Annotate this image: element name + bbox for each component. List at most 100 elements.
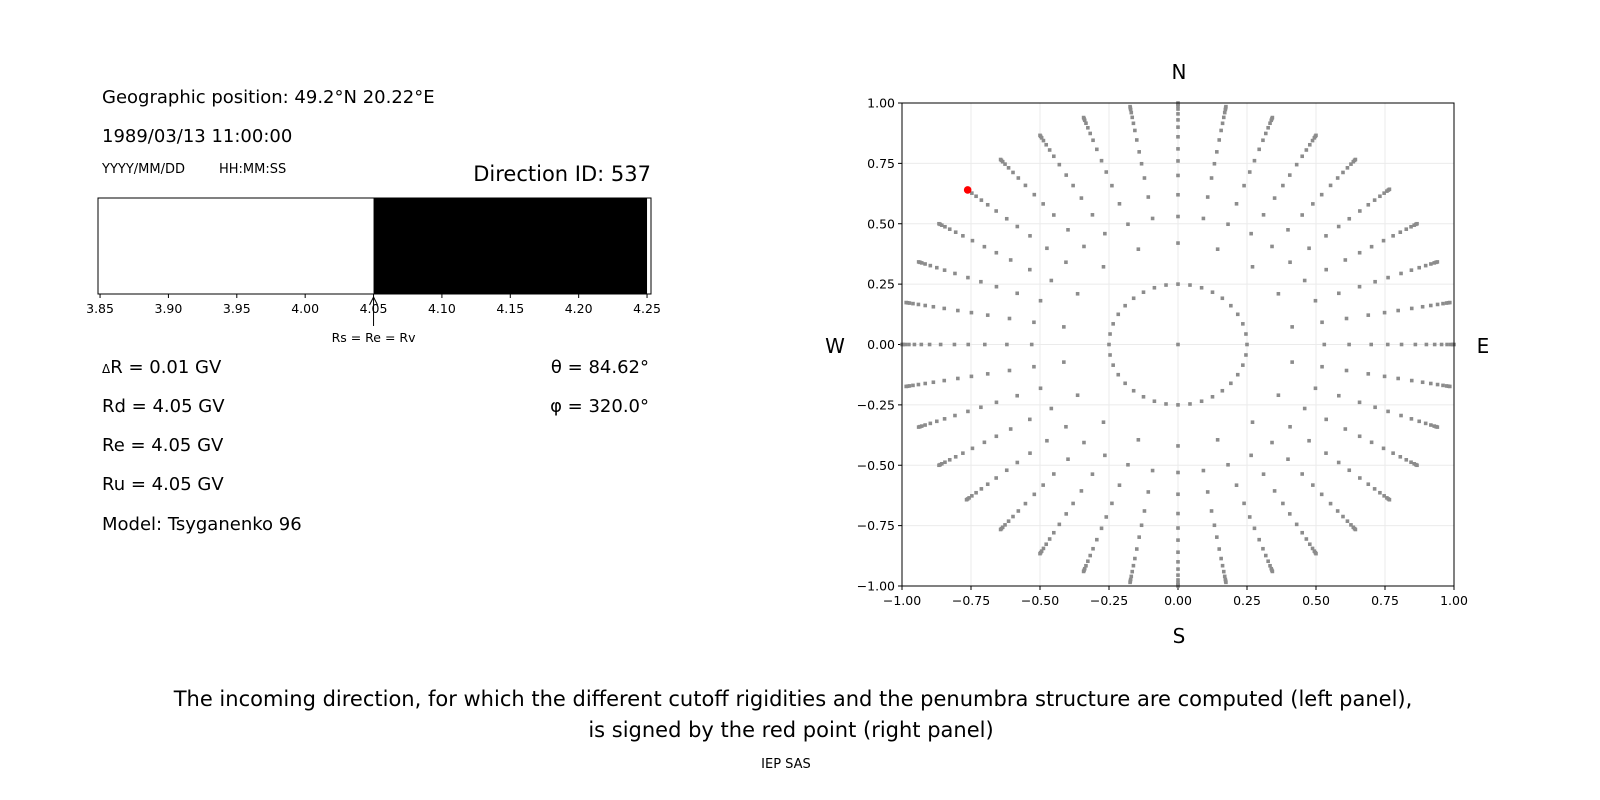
direction-point <box>1134 138 1139 142</box>
direction-point <box>1057 162 1062 167</box>
direction-point <box>1219 128 1223 133</box>
direction-point <box>1336 460 1341 465</box>
direction-point <box>1219 556 1223 561</box>
direction-point <box>912 342 917 347</box>
direction-point <box>1081 569 1086 574</box>
x-tick-label: 4.10 <box>428 301 456 316</box>
direction-point <box>1249 453 1253 458</box>
direction-point <box>1314 133 1318 138</box>
direction-point <box>1176 135 1180 139</box>
direction-point <box>1047 148 1052 152</box>
direction-point <box>934 265 939 270</box>
direction-point <box>1349 162 1353 166</box>
direction-point <box>1210 290 1215 295</box>
direction-point <box>916 302 921 307</box>
direction-point <box>931 304 936 309</box>
direction-point <box>1222 574 1227 579</box>
direction-point <box>1088 553 1093 558</box>
direction-point <box>1176 578 1180 582</box>
direction-point <box>1324 267 1328 272</box>
direction-point <box>1150 216 1155 221</box>
direction-point <box>1378 490 1382 495</box>
direction-point <box>1396 308 1400 313</box>
direction-point <box>1432 261 1437 265</box>
direction-point <box>1347 216 1352 221</box>
direction-point <box>938 342 943 347</box>
annotation-label: Rs = Re = Rv <box>332 330 417 345</box>
direction-point <box>1288 260 1292 265</box>
direction-point <box>1082 440 1086 445</box>
direction-point <box>1176 444 1180 448</box>
direction-point <box>1310 546 1315 551</box>
direction-point <box>934 419 939 424</box>
direction-point <box>1313 298 1318 303</box>
direction-point <box>1343 258 1348 262</box>
direction-point <box>947 227 952 231</box>
direction-point <box>1435 382 1440 387</box>
direction-point <box>1386 409 1390 414</box>
direction-point <box>1428 381 1433 386</box>
direction-point <box>1357 434 1362 439</box>
direction-point <box>1343 427 1348 431</box>
direction-point <box>1141 290 1146 295</box>
y-tick-label: 0.50 <box>867 216 895 231</box>
direction-point <box>1417 419 1422 424</box>
direction-point <box>923 303 928 308</box>
direction-point <box>1337 291 1341 296</box>
model-name: Model: Tsyganenko 96 <box>102 514 302 535</box>
plot-frame <box>901 102 1455 587</box>
direction-point <box>1396 376 1400 381</box>
direction-point <box>1357 400 1362 405</box>
direction-point <box>1221 569 1226 574</box>
direction-point <box>1095 537 1099 542</box>
direction-point <box>961 451 965 455</box>
direction-point <box>1176 112 1180 116</box>
direction-point <box>1062 360 1066 364</box>
direction-point <box>1086 125 1090 130</box>
direction-point <box>1176 526 1180 530</box>
direction-point <box>1270 569 1275 574</box>
direction-point <box>1307 542 1312 547</box>
direction-point <box>1217 547 1222 551</box>
direction-point <box>1117 201 1122 206</box>
direction-point <box>1270 115 1275 120</box>
direction-point <box>947 458 952 462</box>
x-tick-label: 3.90 <box>155 301 183 316</box>
direction-point <box>1064 260 1068 265</box>
direction-point <box>1150 468 1155 473</box>
arrow-head-icon <box>369 295 378 306</box>
direction-point <box>1016 509 1021 513</box>
direction-point <box>1071 183 1075 188</box>
direction-point <box>1286 228 1290 232</box>
direction-point <box>1015 460 1020 465</box>
phi-value: φ = 320.0° <box>550 396 649 417</box>
direction-point <box>1399 413 1403 418</box>
direction-point <box>1110 501 1114 506</box>
direction-point <box>1300 472 1304 476</box>
direction-point <box>1045 438 1049 443</box>
direction-point <box>1347 342 1351 347</box>
direction-point <box>1241 363 1245 367</box>
direction-point <box>1261 472 1266 476</box>
direction-point <box>1141 394 1146 399</box>
direction-point <box>1300 530 1304 535</box>
direction-point <box>1126 222 1130 227</box>
direction-point <box>1294 522 1299 527</box>
direction-point <box>1235 312 1240 317</box>
direction-point <box>1023 183 1028 188</box>
direction-point <box>1152 399 1157 404</box>
direction-point <box>1409 417 1414 421</box>
direction-point <box>1448 342 1453 347</box>
direction-point <box>1335 509 1340 513</box>
direction-point <box>1075 291 1080 296</box>
direction-point <box>1328 501 1333 506</box>
direction-point <box>1029 342 1034 347</box>
direction-point <box>1242 501 1246 506</box>
direction-point <box>1041 138 1046 143</box>
y-tick-label: 0.75 <box>867 156 895 171</box>
direction-point <box>1108 353 1112 357</box>
direction-point <box>1226 222 1230 227</box>
direction-point <box>1300 213 1304 217</box>
direction-point <box>942 417 947 421</box>
